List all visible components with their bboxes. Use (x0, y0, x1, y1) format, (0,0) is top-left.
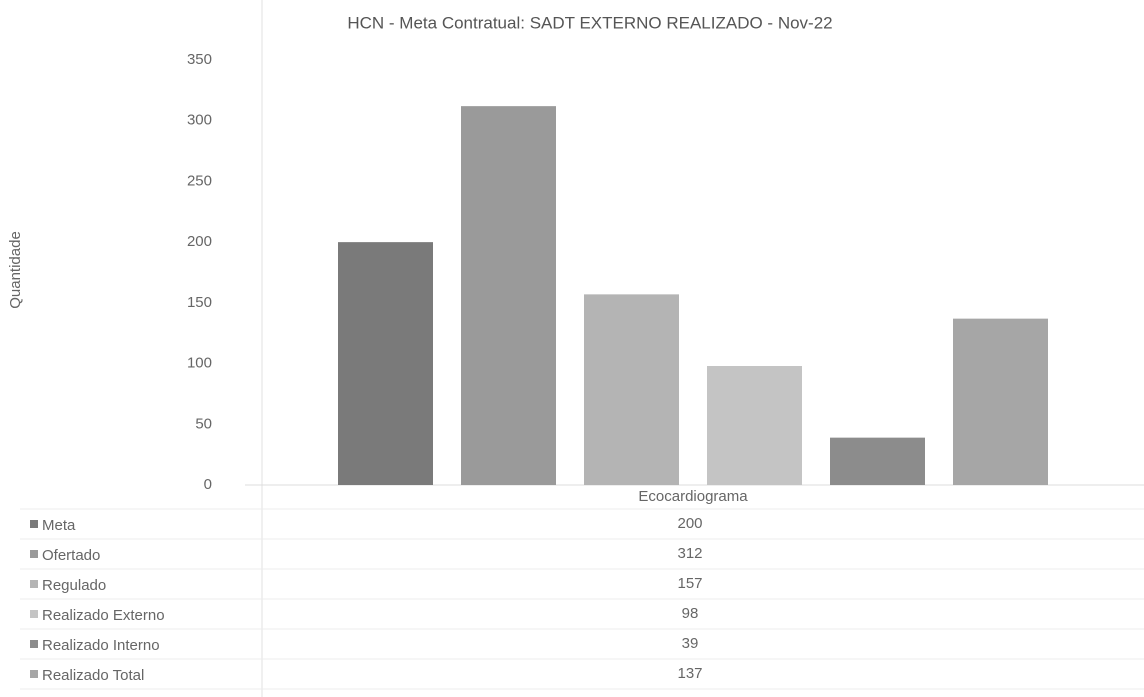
bar (461, 106, 556, 486)
table-value: 137 (677, 665, 702, 682)
legend-label: Ofertado (42, 547, 100, 564)
y-tick-label: 150 (187, 294, 212, 311)
legend-label: Regulado (42, 577, 106, 594)
legend-swatch (30, 610, 38, 618)
y-tick-label: 0 (204, 476, 212, 493)
table-value: 39 (682, 635, 699, 652)
y-axis-title: Quantidade (7, 231, 24, 309)
legend-swatch (30, 550, 38, 558)
y-tick-label: 100 (187, 355, 212, 372)
bar (953, 318, 1048, 485)
chart-title: HCN - Meta Contratual: SADT EXTERNO REAL… (347, 13, 832, 32)
y-tick-label: 50 (195, 415, 212, 432)
y-tick-label: 350 (187, 51, 212, 68)
y-tick-label: 200 (187, 233, 212, 250)
legend-label: Realizado Interno (42, 637, 160, 654)
legend-swatch (30, 520, 38, 528)
bar (830, 437, 925, 485)
legend-swatch (30, 580, 38, 588)
table-value: 98 (682, 605, 699, 622)
legend-swatch (30, 670, 38, 678)
table-value: 157 (677, 575, 702, 592)
legend-swatch (30, 640, 38, 648)
bar (707, 366, 802, 485)
bar (584, 294, 679, 485)
table-value: 200 (677, 515, 702, 532)
legend-label: Meta (42, 517, 76, 534)
y-tick-label: 250 (187, 172, 212, 189)
y-tick-label: 300 (187, 112, 212, 129)
legend-label: Realizado Total (42, 667, 144, 684)
bar (338, 242, 433, 485)
legend-label: Realizado Externo (42, 607, 165, 624)
table-value: 312 (677, 545, 702, 562)
x-tick-label: Ecocardiograma (638, 488, 748, 505)
